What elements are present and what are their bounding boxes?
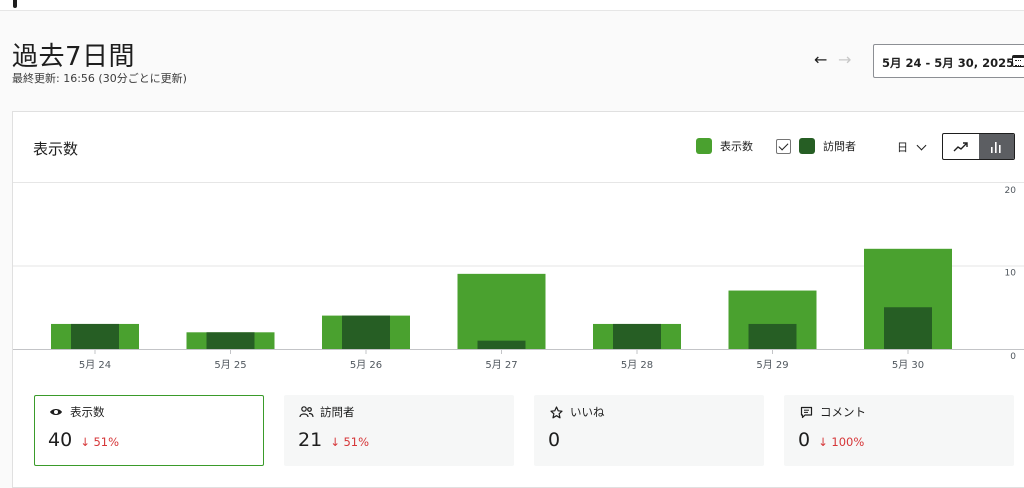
line-chart-icon: [953, 141, 968, 151]
bar-chart-button[interactable]: [978, 134, 1014, 159]
chart-svg: 20 10 0 5月 24 5月 25 5月 26 5月 27 5月 28 5月 29 5月 30: [13, 182, 1024, 371]
bar-visitors[interactable]: [477, 340, 526, 349]
legend-visitors-label: 訪問者: [823, 140, 856, 153]
legend-views: 表示数: [696, 138, 753, 154]
top-bar-edge: [13, 0, 17, 8]
page-title: 過去7日間: [12, 42, 136, 72]
x-tick-label: 5月 29: [756, 359, 788, 371]
calendar-icon: [1012, 55, 1024, 67]
next-period-button[interactable]: →: [838, 50, 852, 69]
stat-card-star[interactable]: いいね 0: [534, 395, 764, 466]
bar-visitors[interactable]: [613, 323, 661, 349]
comment-icon: [798, 405, 814, 419]
stat-value: 0: [798, 429, 811, 451]
chart-type-toggle: [942, 133, 1015, 160]
legend-visitors[interactable]: 訪問者: [776, 138, 856, 154]
legend-views-swatch: [696, 138, 712, 154]
chart-card-title: 表示数: [33, 140, 79, 158]
stat-label: いいね: [570, 405, 605, 419]
bar-visitors[interactable]: [342, 315, 390, 349]
stat-label: コメント: [820, 405, 866, 419]
x-tick-label: 5月 25: [214, 359, 246, 371]
star-icon: [548, 405, 564, 419]
date-range-text: 5月 24 - 5月 30, 2025: [882, 56, 1015, 70]
stat-body: 0 ↓ 100%: [798, 429, 1014, 451]
x-tick-label: 5月 26: [350, 359, 382, 371]
stat-header: いいね: [548, 405, 764, 419]
bar-views[interactable]: [457, 273, 546, 349]
previous-period-button[interactable]: ←: [814, 50, 828, 69]
period-select-value: 日: [897, 141, 908, 154]
bar-visitors[interactable]: [748, 323, 797, 349]
bar-visitors[interactable]: [884, 307, 932, 349]
legend-visitors-swatch: [799, 138, 815, 154]
stat-label: 訪問者: [320, 405, 355, 419]
stat-header: 訪問者: [298, 405, 514, 419]
bar-visitors[interactable]: [206, 332, 255, 349]
stat-value: 40: [48, 429, 73, 451]
date-range-picker[interactable]: 5月 24 - 5月 30, 2025: [873, 44, 1024, 78]
top-bar: [0, 0, 1024, 11]
chevron-down-icon: [916, 140, 927, 150]
stat-value: 21: [298, 429, 323, 451]
legend-visitors-checkbox[interactable]: [776, 138, 791, 154]
bar-chart-icon: [991, 141, 1001, 153]
stat-body: 40 ↓ 51%: [48, 429, 263, 451]
stat-header: コメント: [798, 405, 1014, 419]
last-updated-text: 最終更新: 16:56 (30分ごとに更新): [12, 72, 187, 85]
line-chart-button[interactable]: [943, 134, 979, 159]
stat-label: 表示数: [70, 405, 105, 419]
x-tick-label: 5月 27: [485, 359, 517, 371]
y-tick-label: 0: [1010, 352, 1016, 362]
stat-card-people[interactable]: 訪問者 21 ↓ 51%: [284, 395, 514, 466]
y-tick-label: 20: [1005, 186, 1017, 196]
stat-card-eye[interactable]: 表示数 40 ↓ 51%: [34, 395, 264, 466]
people-icon: [298, 405, 314, 419]
views-chart-card: 表示数 表示数 訪問者 日 20 10 0 5月 24 5月 25 5月 26 5月 27 5: [12, 111, 1024, 488]
stat-body: 21 ↓ 51%: [298, 429, 514, 451]
stat-body: 0: [548, 429, 764, 451]
stat-change: ↓ 51%: [330, 435, 370, 449]
stat-card-comment[interactable]: コメント 0 ↓ 100%: [784, 395, 1014, 466]
eye-icon: [48, 405, 64, 419]
x-tick-label: 5月 30: [892, 359, 924, 371]
period-select[interactable]: 日: [897, 139, 927, 155]
legend-views-label: 表示数: [720, 140, 753, 153]
views-bar-chart: 20 10 0 5月 24 5月 25 5月 26 5月 27 5月 28 5月 29 5月 30: [13, 182, 1024, 382]
y-tick-label: 10: [1005, 269, 1017, 279]
stat-change: ↓ 51%: [80, 435, 120, 449]
stat-header: 表示数: [48, 405, 263, 419]
x-tick-label: 5月 28: [621, 359, 653, 371]
x-tick-label: 5月 24: [79, 359, 111, 371]
stat-change: ↓ 100%: [818, 435, 865, 449]
stat-value: 0: [548, 429, 561, 451]
bar-visitors[interactable]: [71, 323, 119, 349]
